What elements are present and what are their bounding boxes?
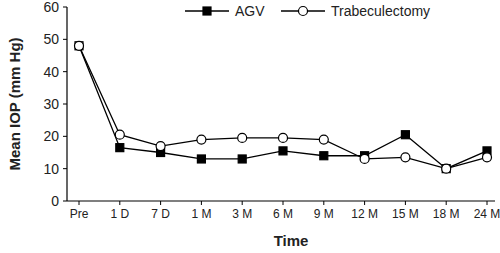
x-tick: [323, 201, 324, 205]
point: [197, 135, 206, 144]
y-axis-label: Mean IOP (mm Hg): [6, 37, 23, 170]
legend-marker: [299, 7, 308, 16]
x-tick: [446, 201, 447, 205]
point: [197, 155, 205, 163]
x-tick: [487, 201, 488, 205]
x-axis: [67, 200, 495, 201]
x-tick-label: 7 D: [151, 207, 170, 221]
point: [75, 42, 83, 50]
y-tick: [63, 104, 67, 105]
x-tick: [79, 201, 80, 205]
x-tick-label: 24 M: [474, 207, 500, 221]
point: [279, 147, 287, 155]
y-tick-label: 20: [43, 128, 59, 144]
point: [238, 155, 246, 163]
x-tick-label: 12 M: [351, 207, 378, 221]
y-tick-label: 40: [43, 64, 59, 80]
x-tick-label: 6 M: [273, 207, 293, 221]
x-tick: [201, 201, 202, 205]
y-tick-label: 0: [51, 193, 59, 209]
point: [238, 133, 247, 142]
y-tick-label: 60: [43, 0, 59, 15]
legend-label: AGV: [235, 3, 265, 19]
point: [401, 131, 409, 139]
y-tick-label: 50: [43, 31, 59, 47]
legend-marker: [203, 7, 211, 15]
x-tick-label: 1 D: [110, 207, 129, 221]
point: [156, 142, 165, 151]
plot-area: [75, 41, 492, 173]
x-tick: [283, 201, 284, 205]
point: [279, 133, 288, 142]
x-tick: [160, 201, 161, 205]
y-tick: [63, 201, 67, 202]
legend: AGV Trabeculectomy: [185, 3, 430, 19]
y-tick: [63, 168, 67, 169]
point: [360, 154, 369, 163]
point: [442, 164, 451, 173]
y-tick: [63, 71, 67, 72]
y-tick: [63, 39, 67, 40]
x-tick-label: Pre: [70, 207, 89, 221]
y-tick-label: 30: [43, 96, 59, 112]
x-axis-label: Time: [274, 232, 309, 249]
y-tick: [63, 7, 67, 8]
point: [115, 130, 124, 139]
x-tick: [119, 201, 120, 205]
x-tick-label: 9 M: [314, 207, 334, 221]
y-tick: [63, 136, 67, 137]
x-tick-label: 3 M: [232, 207, 252, 221]
point: [483, 153, 492, 162]
point: [116, 144, 124, 152]
y-tick-label: 10: [43, 161, 59, 177]
legend-label: Trabeculectomy: [331, 3, 430, 19]
x-tick: [242, 201, 243, 205]
point: [319, 135, 328, 144]
point: [401, 153, 410, 162]
series-line: [79, 46, 487, 169]
point: [75, 41, 84, 50]
x-tick-label: 1 M: [191, 207, 211, 221]
point: [442, 165, 450, 173]
x-tick-label: 18 M: [433, 207, 460, 221]
series-line: [79, 46, 487, 169]
x-tick: [405, 201, 406, 205]
x-tick-label: 15 M: [392, 207, 419, 221]
x-tick: [364, 201, 365, 205]
chart: 0 10 20 30 40 50 60 Pre 1 D 7 D 1 M 3 M 6 M 9 M 12 M 15…: [0, 0, 500, 253]
point: [320, 152, 328, 160]
